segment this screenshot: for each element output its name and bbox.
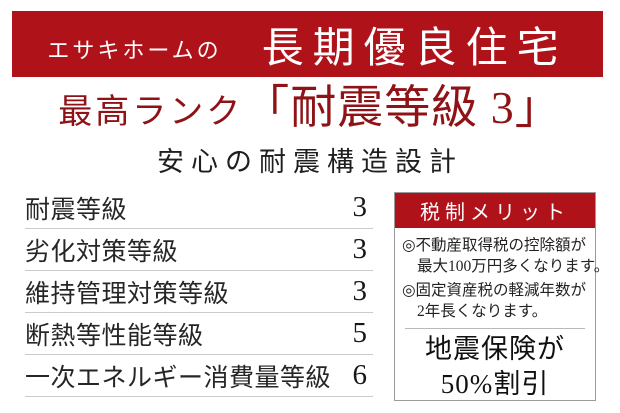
table-row: 断熱等性能等級 5 bbox=[25, 313, 373, 355]
banner-title: 長期優良住宅 bbox=[261, 25, 568, 72]
rating-value: 6 bbox=[352, 359, 368, 391]
table-row: 耐震等級 3 bbox=[25, 187, 373, 229]
rating-label: 耐震等級 bbox=[25, 196, 128, 224]
rating-value: 3 bbox=[352, 191, 368, 223]
tax-bullet: ◎不動産取得税の控除額が 最大100万円多くなります。 bbox=[402, 235, 610, 277]
tax-box-body: ◎不動産取得税の控除額が 最大100万円多くなります。 ◎固定資産税の軽減年数が… bbox=[395, 228, 610, 322]
tax-bullet-line: 2年長くなります。 bbox=[417, 303, 548, 321]
tax-bullet-line: ◎不動産取得税の控除額が bbox=[402, 237, 587, 254]
tax-box-title: 税制メリット bbox=[395, 193, 595, 228]
rating-label: 一次エネルギー消費量等級 bbox=[25, 364, 332, 392]
table-row: 一次エネルギー消費量等級 6 bbox=[25, 355, 373, 397]
tax-bullet-line: ◎固定資産税の軽減年数が bbox=[402, 282, 587, 300]
divider bbox=[405, 328, 585, 330]
top-banner: エサキホームの 長期優良住宅 bbox=[12, 11, 603, 77]
rating-label: 維持管理対策等級 bbox=[25, 280, 230, 308]
insurance-discount-line: 地震保険が bbox=[425, 334, 565, 365]
rating-value: 5 bbox=[352, 317, 368, 349]
table-row: 維持管理対策等級 3 bbox=[25, 271, 373, 313]
insurance-discount-note: 地震保険が 50%割引 bbox=[395, 332, 595, 402]
rating-label: 劣化対策等級 bbox=[25, 238, 179, 266]
ratings-table: 耐震等級 3 劣化対策等級 3 維持管理対策等級 3 断熱等性能等級 5 一次エ… bbox=[25, 187, 373, 397]
headline-rank-text: 最高ランク bbox=[58, 94, 244, 131]
subtitle: 安心の耐震構造設計 bbox=[157, 147, 463, 177]
brand-name: エサキホームの bbox=[47, 38, 222, 63]
rating-value: 3 bbox=[352, 275, 368, 307]
headline: 最高ランク「耐震等級 3」 bbox=[0, 82, 620, 135]
insurance-discount-line: 50%割引 bbox=[440, 369, 550, 400]
rating-label: 断熱等性能等級 bbox=[25, 322, 204, 350]
rating-value: 3 bbox=[352, 233, 368, 265]
tax-bullet-line: 最大100万円多くなります。 bbox=[417, 258, 610, 276]
table-row: 劣化対策等級 3 bbox=[25, 229, 373, 271]
tax-bullet: ◎固定資産税の軽減年数が 2年長くなります。 bbox=[402, 280, 590, 322]
headline-grade-text: 「耐震等級 3」 bbox=[243, 82, 562, 133]
tax-benefits-box: 税制メリット ◎不動産取得税の控除額が 最大100万円多くなります。 ◎固定資産… bbox=[394, 192, 610, 402]
